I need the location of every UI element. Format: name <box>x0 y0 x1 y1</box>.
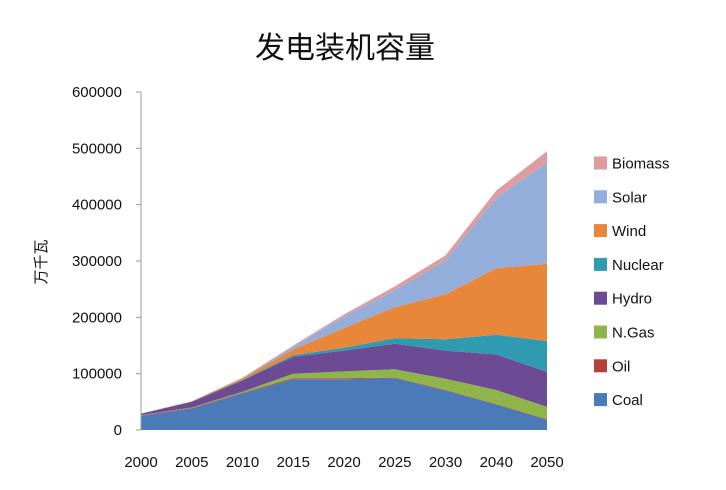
legend-label: Coal <box>612 392 643 409</box>
x-tick-label: 2025 <box>378 454 411 471</box>
y-tick-label: 500000 <box>72 140 122 157</box>
area-n-gas <box>141 369 547 420</box>
legend-swatch-n-gas <box>594 325 607 339</box>
legend-swatch-hydro <box>594 291 607 305</box>
legend-swatch-biomass <box>594 156 607 170</box>
chart-title: 发电装机容量 <box>255 31 435 66</box>
legend-label: Hydro <box>612 291 652 308</box>
x-tick-label: 2050 <box>530 454 563 471</box>
area-hydro <box>141 343 547 416</box>
legend-swatch-oil <box>594 359 607 373</box>
area-series-group <box>141 151 547 430</box>
area-nuclear <box>141 334 547 414</box>
legend: Biomass Solar Wind Nuclear Hydro N.Gas Oil Coal <box>594 156 670 409</box>
x-tick-label: 2030 <box>429 454 462 471</box>
legend-swatch-coal <box>594 393 607 407</box>
area-coal <box>141 378 547 430</box>
legend-swatch-nuclear <box>594 257 607 271</box>
x-tick-label: 2020 <box>327 454 360 471</box>
y-tick-label: 600000 <box>72 84 122 101</box>
y-tick-label: 0 <box>114 422 122 439</box>
x-tick-label: 2015 <box>277 454 310 471</box>
legend-label: N.Gas <box>612 325 655 342</box>
legend-swatch-solar <box>594 190 607 204</box>
y-tick-label: 200000 <box>72 309 122 326</box>
area-wind <box>141 263 547 414</box>
y-tick-label: 400000 <box>72 197 122 214</box>
y-axis-label: 万千瓦 <box>32 239 50 284</box>
legend-swatch-wind <box>594 224 607 238</box>
y-tick-group: 0 100000 200000 300000 400000 500000 600000 <box>72 84 141 439</box>
x-tick-label: 2040 <box>480 454 513 471</box>
x-tick-label: 2005 <box>175 454 208 471</box>
x-tick-group: 2000 2005 2010 2015 2020 2025 2030 2040 2050 <box>124 454 563 471</box>
y-tick-label: 100000 <box>72 366 122 383</box>
legend-label: Solar <box>612 189 647 206</box>
legend-label: Oil <box>612 358 630 375</box>
x-tick-label: 2010 <box>226 454 259 471</box>
legend-label: Wind <box>612 223 646 240</box>
x-tick-label: 2000 <box>124 454 157 471</box>
y-tick-label: 300000 <box>72 253 122 270</box>
legend-label: Nuclear <box>612 257 664 274</box>
legend-label: Biomass <box>612 156 670 173</box>
